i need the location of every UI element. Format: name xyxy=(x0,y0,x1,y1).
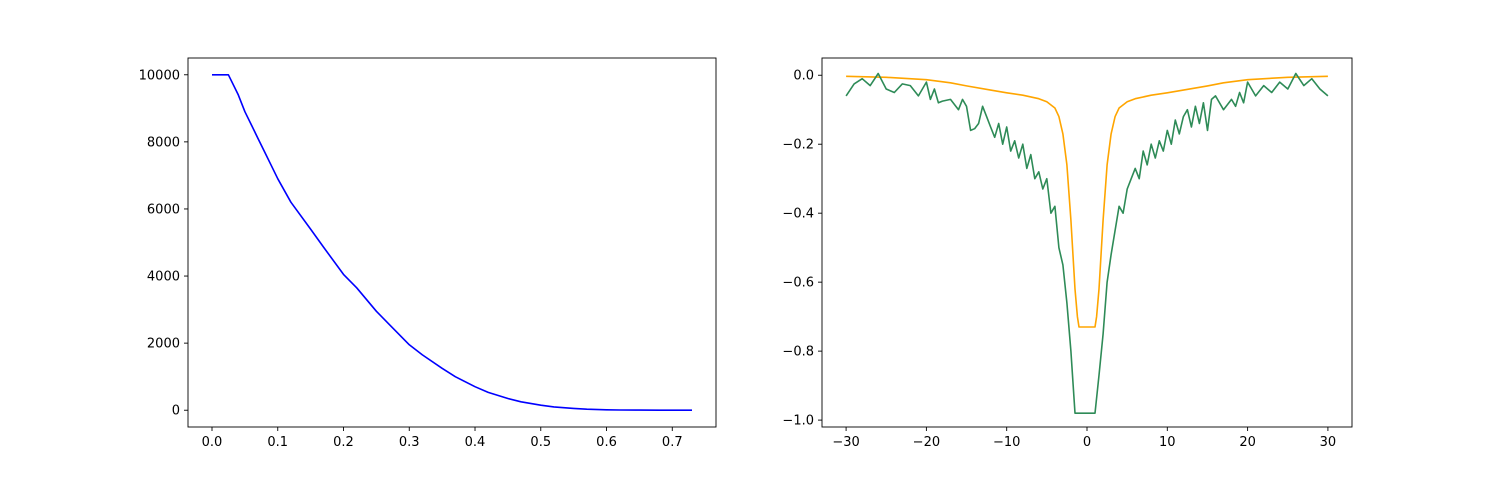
x-tick-label: 0.5 xyxy=(530,435,551,450)
plot-frame xyxy=(187,57,717,428)
x-tick-label: 0.3 xyxy=(399,435,420,450)
x-tick-label: −30 xyxy=(832,435,859,450)
x-tick-label: 30 xyxy=(1320,435,1337,450)
x-tick-label: −20 xyxy=(913,435,940,450)
y-tick-label: −0.8 xyxy=(782,345,814,360)
x-tick-label: 0.6 xyxy=(596,435,617,450)
chart-left: 0.0 0.1 0.2 0.3 0.4 0.5 0.6 0.7 0 2000 4000 6000 800… xyxy=(139,57,717,450)
x-tick-label: 0.7 xyxy=(662,435,683,450)
chart-right: −30 −20 −10 0 10 20 30 0.0 −0.2 −0.4 −0.6 −0.8 −1.0 xyxy=(782,57,1353,450)
plot-frame xyxy=(821,57,1353,428)
y-tick-label: 0.0 xyxy=(793,69,814,84)
x-tick-label: 0.1 xyxy=(267,435,288,450)
y-tick-label: 8000 xyxy=(147,135,180,150)
series-line-0 xyxy=(212,74,692,412)
x-tick-label: 0.2 xyxy=(333,435,354,450)
series-line-0 xyxy=(846,75,1328,328)
y-tick-label: −0.6 xyxy=(782,276,814,291)
y-tick-label: 2000 xyxy=(147,337,180,352)
y-tick-label: −1.0 xyxy=(782,414,814,429)
y-tick-label: 0 xyxy=(172,404,180,419)
x-tick-label: 10 xyxy=(1159,435,1176,450)
x-tick-label: 20 xyxy=(1239,435,1256,450)
x-tick-label: 0.4 xyxy=(465,435,486,450)
x-tick-label: 0.0 xyxy=(202,435,223,450)
x-tick-label: 0 xyxy=(1083,435,1091,450)
y-tick-label: −0.2 xyxy=(782,138,814,153)
x-tick-label: −10 xyxy=(993,435,1020,450)
y-tick-label: 6000 xyxy=(147,202,180,217)
series-line-1 xyxy=(845,72,1329,415)
y-tick-label: −0.4 xyxy=(782,207,814,222)
y-tick-label: 4000 xyxy=(147,270,180,285)
y-tick-label: 10000 xyxy=(139,68,180,83)
